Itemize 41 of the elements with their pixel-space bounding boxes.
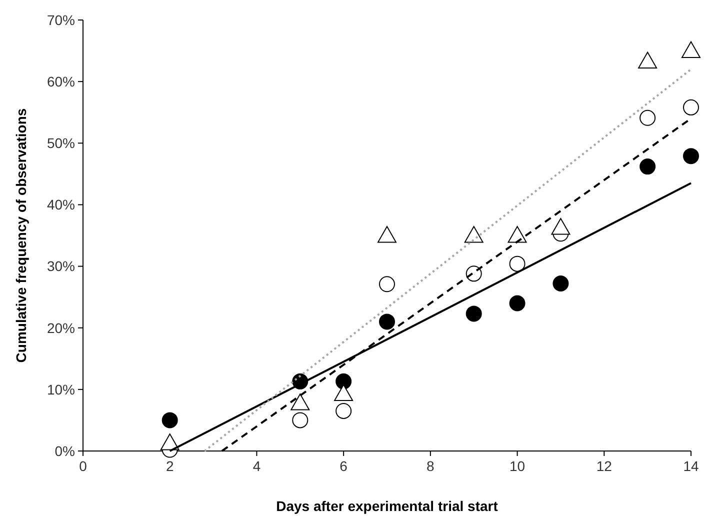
x-tick-label: 2 <box>166 458 174 474</box>
y-tick-label: 20% <box>46 320 75 336</box>
y-tick-label: 30% <box>46 258 75 274</box>
point <box>683 148 699 164</box>
x-tick-label: 4 <box>252 458 261 474</box>
point <box>509 256 526 272</box>
point <box>292 412 308 428</box>
y-tick-label: 0% <box>54 442 75 459</box>
point <box>379 314 395 330</box>
x-tick-label: 0 <box>79 458 88 474</box>
point <box>466 306 482 322</box>
point <box>160 433 180 450</box>
point <box>552 276 569 292</box>
y-tick-label: 40% <box>46 196 75 213</box>
point <box>638 52 658 69</box>
y-tick-label: 10% <box>46 381 75 398</box>
point <box>551 218 570 235</box>
x-tick-label: 14 <box>683 458 699 474</box>
point <box>162 412 178 428</box>
x-axis-title: Days after experimental trial start <box>276 498 498 514</box>
y-axis-title: Cumulative frequency of observations <box>13 108 29 363</box>
point <box>334 384 354 401</box>
point <box>508 226 527 243</box>
point <box>379 276 395 292</box>
x-tick-label: 6 <box>340 458 348 474</box>
y-tick-label: 60% <box>46 73 75 90</box>
point <box>683 99 699 116</box>
point <box>464 226 484 243</box>
point <box>378 226 396 243</box>
y-tick-label: 70% <box>46 12 75 28</box>
point <box>682 41 700 58</box>
x-tick-label: 12 <box>596 458 612 474</box>
point <box>336 402 352 419</box>
point <box>336 373 352 390</box>
point <box>640 110 656 126</box>
point <box>640 158 656 175</box>
point <box>509 295 526 312</box>
x-tick-label: 8 <box>426 458 435 474</box>
point <box>290 393 310 410</box>
x-tick-label: 10 <box>509 458 526 474</box>
y-tick-label: 50% <box>46 135 75 152</box>
